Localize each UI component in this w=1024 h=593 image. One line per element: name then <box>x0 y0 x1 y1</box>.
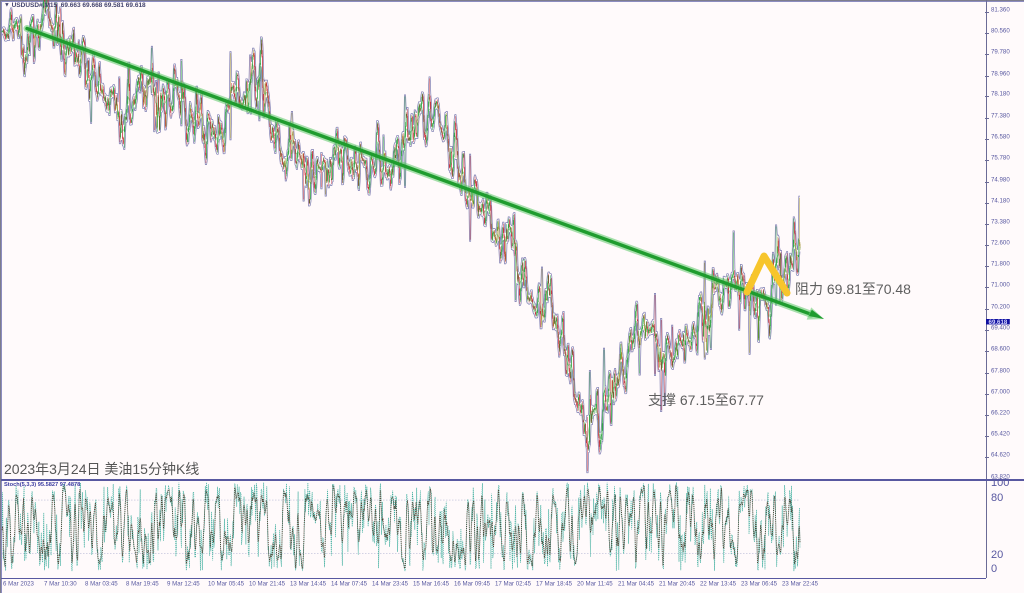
svg-text:支撑 67.15至67.77: 支撑 67.15至67.77 <box>648 392 764 408</box>
svg-text:阻力 69.81至70.48: 阻力 69.81至70.48 <box>795 281 911 297</box>
